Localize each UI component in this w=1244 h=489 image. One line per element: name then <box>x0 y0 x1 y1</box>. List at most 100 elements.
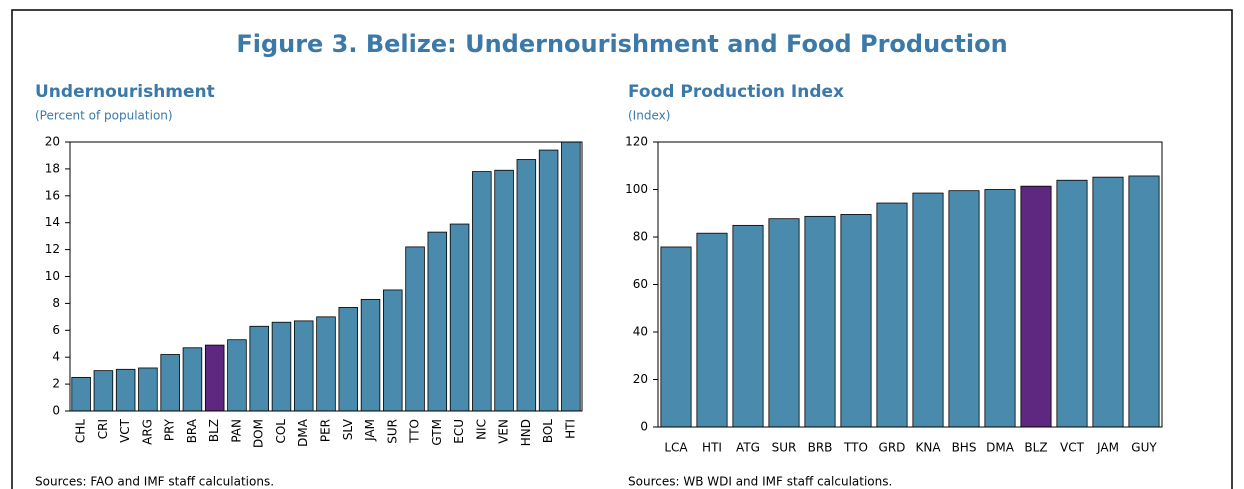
x-tick-label: BHS <box>952 441 977 455</box>
y-tick-label: 40 <box>633 325 648 339</box>
x-tick-label: HTI <box>702 441 722 455</box>
bar <box>338 307 359 412</box>
x-tick-label: JAM <box>363 419 377 442</box>
source-note: Sources: FAO and IMF staff calculations. <box>35 475 274 489</box>
x-tick-label: VEN <box>497 419 511 444</box>
chart-title: Undernourishment <box>35 82 215 102</box>
plot-frame <box>69 141 583 412</box>
bar <box>472 171 492 412</box>
y-tick-label: 20 <box>633 372 648 386</box>
x-tick-label: SUR <box>772 441 797 455</box>
x-tick-label: LCA <box>664 441 688 455</box>
bar <box>449 223 470 412</box>
x-tick-label: PER <box>319 419 333 442</box>
bar <box>696 232 728 428</box>
x-tick-label: TTO <box>408 419 422 444</box>
bar <box>405 246 425 412</box>
bar <box>293 320 314 412</box>
bar <box>768 218 800 428</box>
bar <box>182 347 203 412</box>
y-tick-label: 0 <box>52 404 60 418</box>
x-tick-label: DMA <box>296 418 310 447</box>
y-tick-label: 2 <box>52 377 60 391</box>
bar <box>249 325 269 412</box>
x-tick-label: NIC <box>474 419 488 440</box>
x-tick-label: SUR <box>385 419 399 444</box>
bar <box>427 231 448 412</box>
chart-subtitle: (Index) <box>628 109 670 123</box>
y-tick-label: 10 <box>45 269 60 283</box>
bar <box>538 149 559 412</box>
bar <box>360 298 381 412</box>
x-tick-label: DMA <box>986 441 1015 455</box>
bar <box>138 367 158 412</box>
bar <box>71 376 91 412</box>
y-tick-label: 4 <box>52 350 60 364</box>
x-tick-label: VCT <box>118 418 132 443</box>
x-tick-label: COL <box>274 419 288 444</box>
bar <box>1020 185 1052 428</box>
x-tick-label: PAN <box>229 419 243 443</box>
x-tick-label: ATG <box>736 441 760 455</box>
bar <box>204 344 225 412</box>
bar <box>912 192 944 428</box>
bar <box>93 370 114 412</box>
y-tick-label: 20 <box>45 135 60 149</box>
x-tick-label: ECU <box>452 419 466 444</box>
bar <box>160 354 180 412</box>
bar <box>660 246 692 428</box>
x-tick-label: PRY <box>163 418 177 441</box>
x-tick-label: HTI <box>563 419 577 439</box>
x-tick-label: BLZ <box>1024 441 1047 455</box>
bar <box>516 159 537 412</box>
x-tick-label: GRD <box>879 441 906 455</box>
bar <box>227 339 247 412</box>
bar <box>804 215 836 428</box>
y-tick-label: 0 <box>640 420 648 434</box>
x-tick-label: BRA <box>185 418 199 443</box>
x-tick-label: KNA <box>915 441 941 455</box>
bar <box>271 321 292 412</box>
x-tick-label: VCT <box>1060 441 1085 455</box>
y-tick-label: 120 <box>625 135 648 149</box>
plot-frame <box>657 141 1163 428</box>
bar <box>1056 179 1088 428</box>
bar <box>115 368 136 412</box>
x-tick-label: SLV <box>341 418 355 440</box>
chart-title: Food Production Index <box>628 82 844 102</box>
source-note: Sources: WB WDI and IMF staff calculatio… <box>628 475 892 489</box>
y-tick-label: 100 <box>625 182 648 196</box>
bar <box>1128 175 1160 428</box>
bar <box>1092 176 1124 428</box>
x-tick-label: BLZ <box>207 419 221 442</box>
bar <box>984 189 1016 428</box>
x-tick-label: GUY <box>1131 441 1157 455</box>
y-tick-label: 80 <box>633 230 648 244</box>
bar <box>561 141 581 412</box>
y-tick-label: 18 <box>45 161 60 175</box>
y-tick-label: 14 <box>45 215 60 229</box>
x-tick-label: TTO <box>843 441 868 455</box>
x-tick-label: JAM <box>1096 441 1119 455</box>
x-tick-label: ARG <box>140 419 154 445</box>
bar <box>316 316 336 412</box>
y-tick-label: 6 <box>52 323 60 337</box>
x-tick-label: BRB <box>808 441 833 455</box>
bar <box>876 202 908 428</box>
x-tick-label: DOM <box>252 419 266 448</box>
bar <box>840 214 872 428</box>
bar <box>948 190 980 428</box>
chart-subtitle: (Percent of population) <box>35 109 173 123</box>
x-tick-label: CRI <box>96 419 110 439</box>
x-tick-label: GTM <box>430 419 444 446</box>
x-tick-label: BOL <box>541 419 555 443</box>
bar <box>383 289 403 412</box>
bar <box>732 224 764 428</box>
figure-title: Figure 3. Belize: Undernourishment and F… <box>236 30 1007 58</box>
y-tick-label: 12 <box>45 242 60 256</box>
frame <box>11 9 1233 489</box>
y-tick-label: 8 <box>52 296 60 310</box>
y-tick-label: 16 <box>45 188 60 202</box>
bar <box>494 169 514 412</box>
